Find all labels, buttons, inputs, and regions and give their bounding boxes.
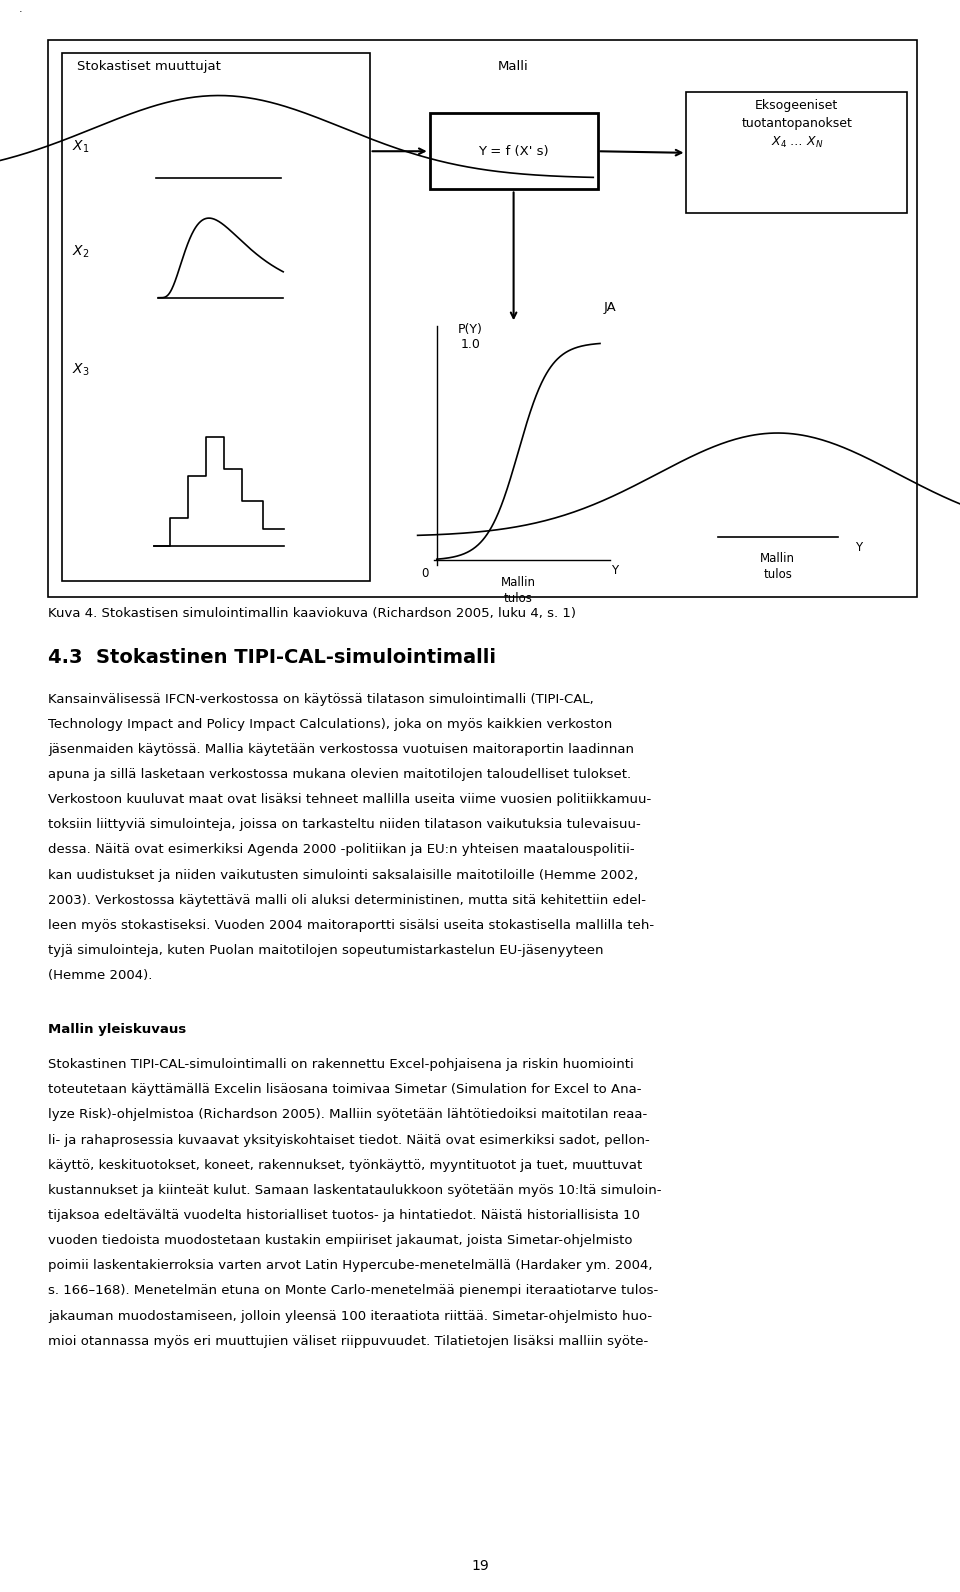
Text: 2003). Verkostossa käytettävä malli oli aluksi deterministinen, mutta sitä kehit: 2003). Verkostossa käytettävä malli oli … bbox=[48, 893, 646, 907]
Text: Mallin
tulos: Mallin tulos bbox=[501, 576, 536, 605]
Text: $X_3$: $X_3$ bbox=[72, 361, 89, 377]
Text: tijaksoa edeltävältä vuodelta historialliset tuotos- ja hintatiedot. Näistä hist: tijaksoa edeltävältä vuodelta historiall… bbox=[48, 1208, 640, 1223]
FancyBboxPatch shape bbox=[62, 53, 370, 581]
Text: kustannukset ja kiinteät kulut. Samaan laskentataulukkoon syötetään myös 10:ltä : kustannukset ja kiinteät kulut. Samaan l… bbox=[48, 1184, 661, 1197]
Text: käyttö, keskituotokset, koneet, rakennukset, työnkäyttö, myyntituotot ja tuet, m: käyttö, keskituotokset, koneet, rakennuk… bbox=[48, 1159, 642, 1172]
Text: Mallin yleiskuvaus: Mallin yleiskuvaus bbox=[48, 1024, 186, 1036]
Text: jäsenmaiden käytössä. Mallia käytetään verkostossa vuotuisen maitoraportin laadi: jäsenmaiden käytössä. Mallia käytetään v… bbox=[48, 743, 634, 756]
Text: toksiin liittyviä simulointeja, joissa on tarkasteltu niiden tilatason vaikutuks: toksiin liittyviä simulointeja, joissa o… bbox=[48, 818, 640, 831]
Text: P(Y)
1.0: P(Y) 1.0 bbox=[458, 323, 483, 352]
Text: apuna ja sillä lasketaan verkostossa mukana olevien maitotilojen taloudelliset t: apuna ja sillä lasketaan verkostossa muk… bbox=[48, 767, 631, 782]
Text: leen myös stokastiseksi. Vuoden 2004 maitoraportti sisälsi useita stokastisella : leen myös stokastiseksi. Vuoden 2004 mai… bbox=[48, 919, 654, 931]
FancyBboxPatch shape bbox=[430, 113, 597, 189]
Text: s. 166–168). Menetelmän etuna on Monte Carlo-menetelmää pienempi iteraatiotarve : s. 166–168). Menetelmän etuna on Monte C… bbox=[48, 1285, 659, 1297]
Text: 4.3  Stokastinen TIPI-CAL-simulointimalli: 4.3 Stokastinen TIPI-CAL-simulointimalli bbox=[48, 648, 496, 667]
Text: $X_2$: $X_2$ bbox=[72, 244, 89, 259]
Text: dessa. Näitä ovat esimerkiksi Agenda 2000 -politiikan ja EU:n yhteisen maatalous: dessa. Näitä ovat esimerkiksi Agenda 200… bbox=[48, 844, 635, 856]
Text: Mallin
tulos: Mallin tulos bbox=[760, 552, 795, 581]
FancyBboxPatch shape bbox=[48, 40, 917, 597]
Text: Y: Y bbox=[855, 541, 862, 554]
Text: Y: Y bbox=[612, 564, 618, 576]
Text: Eksogeeniset
tuotantopanokset
$X_4$ … $X_N$: Eksogeeniset tuotantopanokset $X_4$ … $X… bbox=[741, 99, 852, 150]
Text: kan uudistukset ja niiden vaikutusten simulointi saksalaisille maitotiloille (He: kan uudistukset ja niiden vaikutusten si… bbox=[48, 869, 638, 882]
Text: mioi otannassa myös eri muuttujien väliset riippuvuudet. Tilatietojen lisäksi ma: mioi otannassa myös eri muuttujien välis… bbox=[48, 1334, 648, 1348]
Text: jakauman muodostamiseen, jolloin yleensä 100 iteraatiota riittää. Simetar-ohjelm: jakauman muodostamiseen, jolloin yleensä… bbox=[48, 1310, 652, 1323]
Text: Stokastinen TIPI-CAL-simulointimalli on rakennettu Excel-pohjaisena ja riskin hu: Stokastinen TIPI-CAL-simulointimalli on … bbox=[48, 1059, 634, 1071]
Text: poimii laskentakierroksia varten arvot Latin Hypercube-menetelmällä (Hardaker ym: poimii laskentakierroksia varten arvot L… bbox=[48, 1259, 653, 1272]
Text: lyze Risk)-ohjelmistoa (Richardson 2005). Malliin syötetään lähtötiedoiksi maito: lyze Risk)-ohjelmistoa (Richardson 2005)… bbox=[48, 1108, 647, 1121]
Text: 19: 19 bbox=[471, 1559, 489, 1573]
Text: vuoden tiedoista muodostetaan kustakin empiiriset jakaumat, joista Simetar-ohjel: vuoden tiedoista muodostetaan kustakin e… bbox=[48, 1234, 633, 1247]
Text: Kansainvälisessä IFCN-verkostossa on käytössä tilatason simulointimalli (TIPI-CA: Kansainvälisessä IFCN-verkostossa on käy… bbox=[48, 693, 593, 705]
Text: .: . bbox=[19, 3, 23, 14]
Text: $X_1$: $X_1$ bbox=[72, 139, 89, 154]
Text: Y = f (X' s): Y = f (X' s) bbox=[478, 145, 549, 158]
Text: JA: JA bbox=[603, 301, 616, 314]
Text: Technology Impact and Policy Impact Calculations), joka on myös kaikkien verkost: Technology Impact and Policy Impact Calc… bbox=[48, 718, 612, 731]
Text: (Hemme 2004).: (Hemme 2004). bbox=[48, 970, 153, 982]
Text: 0: 0 bbox=[421, 567, 429, 579]
Text: toteutetaan käyttämällä Excelin lisäosana toimivaa Simetar (Simulation for Excel: toteutetaan käyttämällä Excelin lisäosan… bbox=[48, 1083, 641, 1097]
Text: tyjä simulointeja, kuten Puolan maitotilojen sopeutumistarkastelun EU-jäsenyytee: tyjä simulointeja, kuten Puolan maitotil… bbox=[48, 944, 604, 957]
Text: Malli: Malli bbox=[498, 60, 529, 73]
Text: Kuva 4. Stokastisen simulointimallin kaaviokuva (Richardson 2005, luku 4, s. 1): Kuva 4. Stokastisen simulointimallin kaa… bbox=[48, 607, 576, 619]
Text: Stokastiset muuttujat: Stokastiset muuttujat bbox=[77, 60, 221, 73]
Text: li- ja rahaprosessia kuvaavat yksityiskohtaiset tiedot. Näitä ovat esimerkiksi s: li- ja rahaprosessia kuvaavat yksityisko… bbox=[48, 1134, 650, 1146]
FancyBboxPatch shape bbox=[686, 92, 907, 213]
Text: Verkostoon kuuluvat maat ovat lisäksi tehneet mallilla useita viime vuosien poli: Verkostoon kuuluvat maat ovat lisäksi te… bbox=[48, 793, 651, 806]
